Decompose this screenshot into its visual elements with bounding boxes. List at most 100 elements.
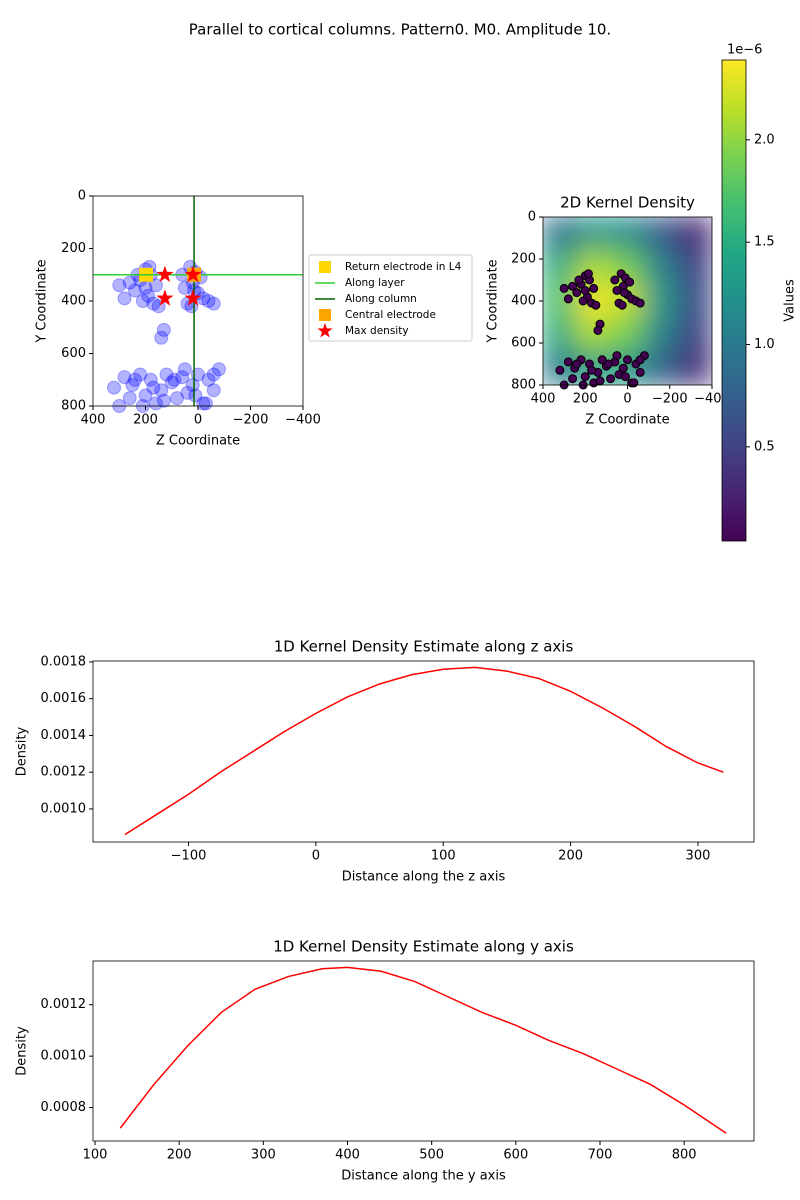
x-tick-label: 200: [133, 413, 158, 428]
x-tick-label: 700: [588, 1148, 613, 1163]
point: [206, 383, 221, 398]
heatmap-cell: [677, 316, 712, 353]
y-tick-label: 0.0012: [41, 997, 87, 1012]
heatmap-cell: [543, 316, 578, 353]
y-axis-label: Y Coordinate: [486, 259, 501, 343]
point: [122, 275, 137, 290]
point: [167, 372, 182, 387]
point: [135, 294, 150, 308]
point: [141, 288, 156, 303]
point: [568, 281, 578, 291]
x-tick-label: 500: [419, 1148, 444, 1163]
point: [112, 278, 127, 293]
y-tick-label: 800: [511, 378, 536, 393]
electrode-marker: [156, 289, 174, 306]
point: [138, 280, 153, 295]
x-tick-label: 0: [194, 413, 202, 428]
point: [156, 322, 171, 337]
point: [149, 278, 163, 293]
x-tick-label: −200: [233, 413, 269, 428]
x-axis-label: Z Coordinate: [156, 434, 240, 449]
colorbar: [721, 59, 747, 542]
point: [201, 294, 216, 308]
x-axis-label: Z Coordinate: [585, 413, 669, 428]
point: [635, 298, 645, 308]
legend-label: Max density: [345, 325, 409, 337]
legend-label: Central electrode: [345, 309, 436, 321]
electrode-marker: [184, 265, 202, 282]
heatmap-cell: [609, 316, 646, 353]
axes-frame: [92, 660, 755, 843]
y-tick-label: 200: [511, 252, 536, 267]
point: [580, 286, 590, 295]
point: [610, 275, 620, 285]
y-axis-label: Density: [15, 1026, 30, 1076]
point: [595, 376, 605, 386]
point: [154, 383, 169, 398]
point: [591, 300, 601, 310]
y-tick-label: 400: [511, 294, 536, 309]
point: [629, 378, 639, 388]
x-tick-label: −100: [171, 849, 207, 864]
chart-title: 2D Kernel Density: [560, 194, 695, 212]
point: [625, 277, 635, 287]
y-tick-label: 0.0012: [41, 765, 87, 780]
y-tick-label: 0: [78, 189, 86, 204]
point: [159, 367, 174, 382]
point: [128, 283, 142, 298]
point: [593, 325, 603, 335]
heatmap-cell: [575, 217, 612, 252]
x-tick-label: 300: [251, 1148, 276, 1163]
legend: Return electrode in L4 Along layer Along c…: [308, 254, 473, 342]
x-tick-label: 800: [672, 1148, 697, 1163]
x-tick-label: −400: [285, 413, 321, 428]
colorbar-tick-label: 2.0: [754, 132, 775, 147]
point: [164, 375, 179, 390]
y-axis-label: Density: [15, 726, 30, 776]
point: [559, 283, 569, 293]
y-tick-label: 0.0008: [41, 1100, 87, 1115]
legend-swatch: [317, 323, 333, 338]
colorbar-label: Values: [783, 279, 798, 322]
point: [583, 269, 593, 279]
x-tick-label: 100: [83, 1148, 108, 1163]
point: [589, 283, 599, 293]
legend-label: Along layer: [345, 277, 405, 289]
point: [188, 388, 203, 403]
point: [612, 286, 622, 295]
point: [563, 294, 573, 304]
legend-label: Along column: [345, 293, 417, 305]
colorbar-offset: 1e−6: [727, 43, 762, 58]
y-tick-label: 800: [61, 399, 86, 414]
point: [578, 296, 588, 306]
x-tick-label: 200: [573, 392, 598, 407]
x-tick-label: −400: [694, 392, 730, 407]
colorbar-tick-label: 1.0: [754, 337, 775, 352]
colorbar-tick-label: 0.5: [754, 439, 775, 454]
y-tick-label: 0.0016: [41, 691, 87, 706]
point: [555, 365, 565, 375]
density-line: [124, 666, 724, 836]
point: [617, 300, 627, 310]
point: [635, 367, 645, 377]
point: [574, 275, 584, 285]
heatmap-cell: [677, 283, 712, 319]
point: [177, 362, 192, 377]
point: [572, 288, 582, 298]
point: [156, 393, 171, 408]
heatmap-cell: [643, 217, 680, 252]
point: [635, 355, 645, 365]
density-line: [119, 966, 727, 1134]
x-tick-label: 400: [335, 1148, 360, 1163]
x-axis-label: Distance along the z axis: [342, 870, 506, 885]
y-tick-label: 0.0014: [41, 728, 87, 743]
point: [154, 330, 169, 345]
y-tick-label: 0.0018: [41, 654, 87, 669]
point: [196, 396, 211, 411]
x-tick-label: 200: [167, 1148, 192, 1163]
x-tick-label: −200: [652, 392, 688, 407]
point: [580, 372, 590, 382]
y-tick-label: 600: [511, 336, 536, 351]
point: [206, 367, 221, 382]
heatmap-cell: [575, 316, 612, 353]
